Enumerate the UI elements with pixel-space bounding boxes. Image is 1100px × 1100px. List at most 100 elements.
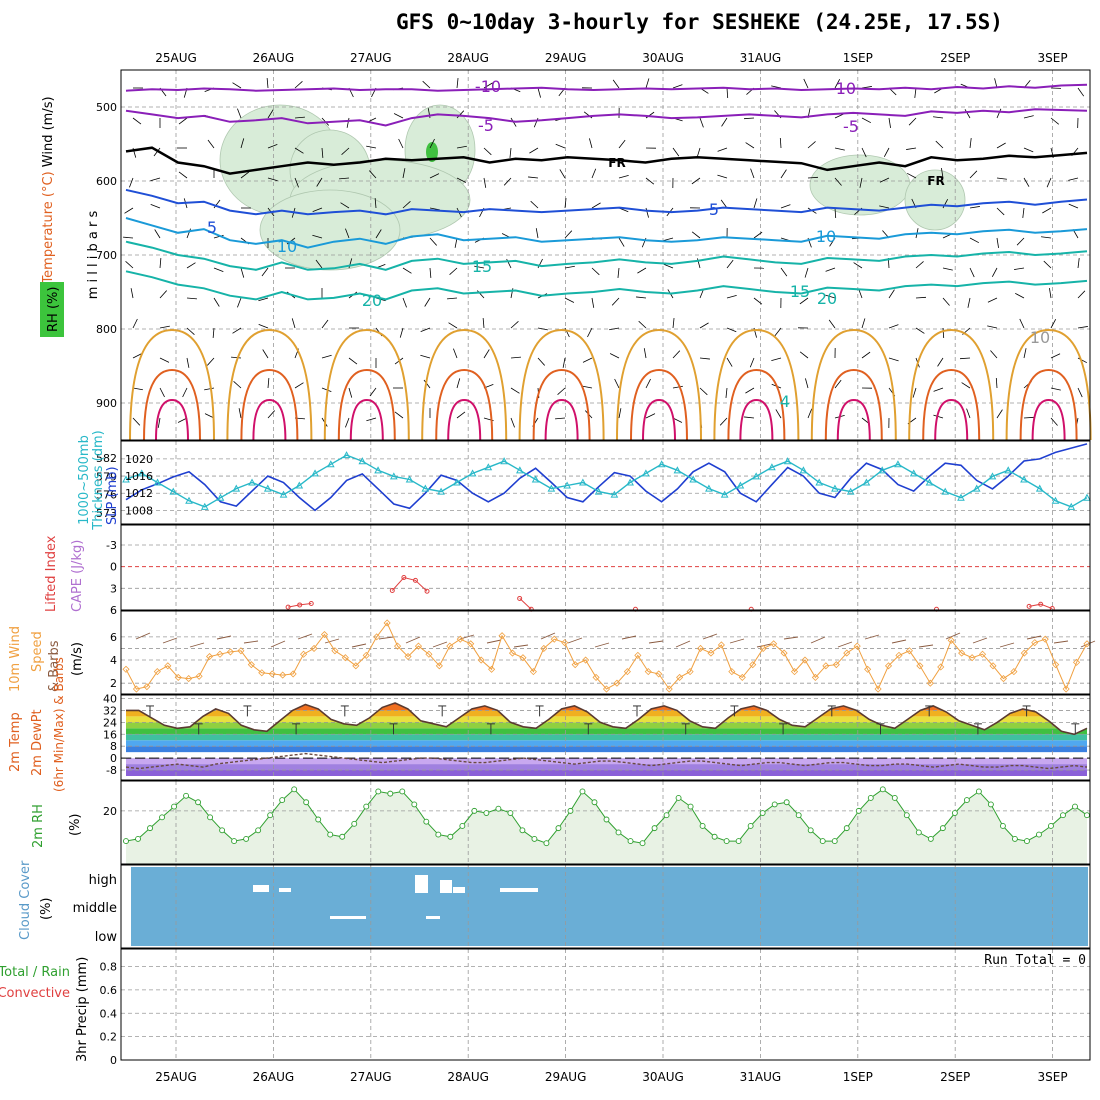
thickness-point [626, 478, 634, 486]
date-label-bottom: 28AUG [447, 1070, 489, 1084]
date-label-bottom: 26AUG [253, 1070, 295, 1084]
wind-speed-point [937, 663, 945, 671]
cape-label: CAPE (J/kg) [70, 540, 85, 612]
wind-speed-point [508, 649, 517, 657]
wind-barb [216, 635, 232, 640]
wind-barb [1050, 417, 1058, 426]
wind-speed-point [456, 635, 464, 643]
wind-barb [348, 387, 353, 398]
rh-point [711, 833, 718, 840]
wind-barb [1019, 318, 1025, 329]
wind-barb [780, 169, 787, 179]
contour-label: 15 [472, 257, 492, 276]
wind-barb [402, 267, 412, 274]
wind-barb [486, 639, 502, 644]
thickness-point [122, 475, 130, 483]
rh-point [507, 810, 514, 816]
precip-tick: 0 [110, 1054, 117, 1067]
wind-barb [267, 144, 278, 149]
wind-speed-point [895, 651, 903, 659]
wind-barb [645, 177, 655, 185]
wind-tick: 6 [110, 631, 117, 644]
wind-barb [535, 228, 539, 239]
thickness-point [783, 457, 792, 465]
wind-barb [771, 85, 782, 89]
wind-barb [1077, 258, 1080, 269]
wind-speed-point [237, 647, 245, 655]
thickness-point [468, 469, 477, 477]
thickness-point [389, 472, 398, 480]
wind-barb [837, 641, 853, 648]
wind-barb [726, 87, 729, 99]
contour-label: -5 [843, 117, 859, 136]
wind-barb [1022, 207, 1025, 218]
wind-speed-point [832, 661, 840, 669]
rh-point [387, 790, 394, 797]
thickness-point [815, 478, 824, 486]
wind-barb [540, 632, 556, 640]
wind-speed-point [300, 650, 308, 658]
li-frame [120, 524, 1091, 611]
rh-point [783, 799, 790, 806]
date-label-top: 3SEP [1038, 51, 1068, 65]
wind-barb [267, 378, 270, 389]
rh-point [411, 801, 418, 808]
wind-barb [853, 262, 863, 269]
wind-barb [132, 318, 138, 329]
wind-barb [258, 297, 269, 302]
wind-barb [423, 379, 431, 389]
temp-tick: 16 [103, 728, 117, 741]
wind-speed-point [498, 632, 506, 640]
wind-barb [834, 177, 842, 186]
rh-point [1035, 831, 1042, 838]
rh2m-label: 2m RH [31, 804, 46, 848]
wind-barb [132, 417, 141, 426]
wind-barb [555, 417, 566, 420]
wind-barb [1023, 115, 1034, 119]
wind-barb [807, 141, 816, 149]
wind-frame [120, 610, 1091, 695]
wind-barb [429, 207, 440, 211]
wind-speed-point [435, 662, 443, 670]
wind-barb [150, 177, 161, 182]
wind-barb [810, 636, 826, 644]
rh-point [735, 838, 742, 845]
warm-contour [447, 398, 482, 441]
wind-barb [297, 633, 313, 640]
thickness-point [137, 469, 146, 477]
wind-barb [996, 207, 1005, 216]
wind-barb [906, 172, 917, 179]
wind-barb [510, 288, 514, 299]
thickness-point [579, 478, 587, 486]
wind-speed-point [488, 665, 496, 673]
rh-point [951, 810, 958, 816]
wind-barb [528, 176, 539, 179]
rh-point [519, 827, 526, 834]
wind-barb [533, 117, 539, 128]
wind-barb [294, 147, 304, 154]
wind-barb [967, 297, 971, 308]
wind-barb [261, 267, 269, 277]
slp-line [125, 443, 1088, 512]
thickness-point [295, 481, 304, 489]
wind-speed-point [341, 654, 349, 662]
wind-barb [212, 327, 215, 338]
wind-barb [861, 117, 872, 124]
wind-barb [510, 321, 519, 329]
temp-band [126, 722, 1087, 729]
li-label: Lifted Index [44, 535, 59, 612]
rh-point [843, 825, 850, 832]
temp-bands [126, 703, 1087, 776]
wind-barb [672, 147, 680, 157]
wind-barb [753, 231, 763, 239]
thickness-point [673, 466, 682, 474]
warm-contour [544, 398, 579, 441]
wind-barb [964, 109, 971, 119]
wind-barb [366, 417, 377, 422]
warm-contour [252, 398, 287, 441]
dewpoint-line [125, 752, 1088, 770]
contour-label: 10 [1030, 328, 1050, 347]
thickness-point [909, 469, 918, 477]
wind-barb [483, 349, 490, 359]
wind-barb [402, 201, 411, 209]
